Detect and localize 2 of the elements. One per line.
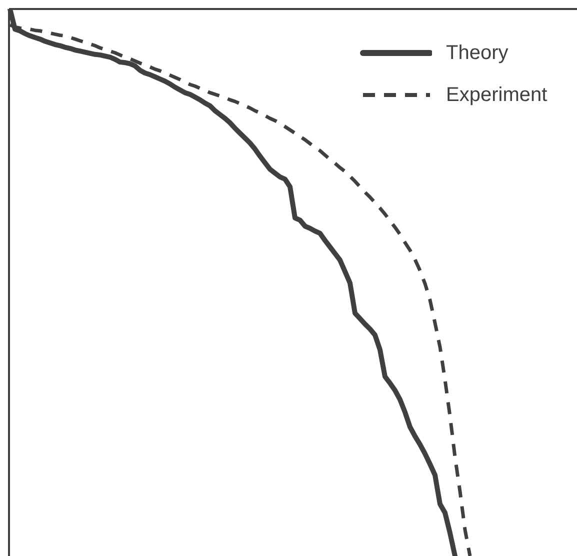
legend-label: Theory [446, 42, 508, 64]
legend-label: Experiment [446, 84, 548, 106]
